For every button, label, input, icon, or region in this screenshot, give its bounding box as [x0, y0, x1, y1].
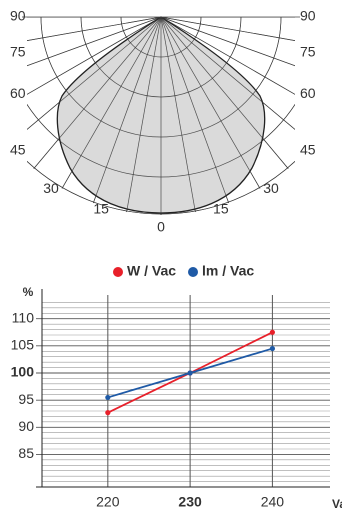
- angle-label: 45: [10, 142, 26, 158]
- angle-label: 60: [300, 85, 316, 101]
- polar-diagram: 90 75 60 45 30 15 90 75 60 45 30 15 0: [10, 8, 316, 235]
- angle-label: 15: [213, 201, 229, 217]
- angle-label: 15: [93, 201, 109, 217]
- x-tick-label: 230: [178, 494, 202, 510]
- polar-ray: [160, 17, 295, 148]
- y-tick-label: 110: [12, 309, 35, 325]
- polar-ring: [120, 17, 202, 58]
- polar-ray: [160, 17, 295, 215]
- polar-ring: [80, 17, 242, 98]
- legend-label: lm / Vac: [202, 263, 254, 279]
- polar-ray: [115, 17, 162, 215]
- grid-clip: [27, 17, 295, 215]
- polar-ray: [160, 17, 295, 63]
- angle-label: 75: [10, 44, 26, 60]
- data-point: [269, 345, 275, 352]
- polar-ring: [27, 17, 295, 178]
- data-point: [269, 329, 275, 335]
- x-unit: Vac: [332, 497, 342, 511]
- data-point: [105, 394, 111, 401]
- y-unit: %: [23, 285, 34, 299]
- y-tick-label: 85: [18, 445, 34, 461]
- data-point: [187, 370, 193, 376]
- polar-ray: [160, 17, 207, 215]
- angle-label: 75: [300, 44, 316, 60]
- polar-ray: [27, 17, 162, 107]
- y-tick-label: 100: [11, 364, 35, 380]
- angle-label: 60: [10, 85, 26, 101]
- legend-marker: [188, 267, 198, 277]
- polar-ring: [27, 17, 295, 215]
- angle-label: 45: [300, 142, 316, 158]
- line-chart: 85 90 95 100 105 110 220 230 240% Vac W / Vac lm / …: [11, 263, 342, 511]
- polar-ray: [27, 17, 162, 63]
- data-point: [105, 410, 111, 416]
- angle-label: 30: [43, 180, 59, 196]
- y-tick-label: 105: [11, 337, 35, 353]
- angle-label: 0: [157, 219, 165, 235]
- polar-ray: [160, 17, 251, 215]
- x-tick-label: 220: [96, 494, 120, 510]
- angle-label: 90: [300, 8, 316, 24]
- polar-ray: [27, 17, 162, 215]
- polar-grid-overlay: [22, 16, 300, 215]
- polar-ray: [27, 17, 162, 185]
- x-tick-label: 240: [261, 494, 285, 510]
- polar-ray: [160, 17, 295, 107]
- polar-ray: [160, 17, 295, 185]
- angle-label: 30: [263, 180, 279, 196]
- polar-ring: [40, 17, 282, 138]
- polar-ray: [71, 17, 162, 215]
- y-tick-label: 95: [18, 391, 34, 407]
- angle-label: 90: [10, 8, 26, 24]
- legend-marker: [113, 267, 123, 277]
- polar-ray: [27, 17, 162, 148]
- grid-clip: [27, 17, 295, 215]
- y-tick-label: 90: [18, 418, 34, 434]
- legend-label: W / Vac: [127, 263, 176, 279]
